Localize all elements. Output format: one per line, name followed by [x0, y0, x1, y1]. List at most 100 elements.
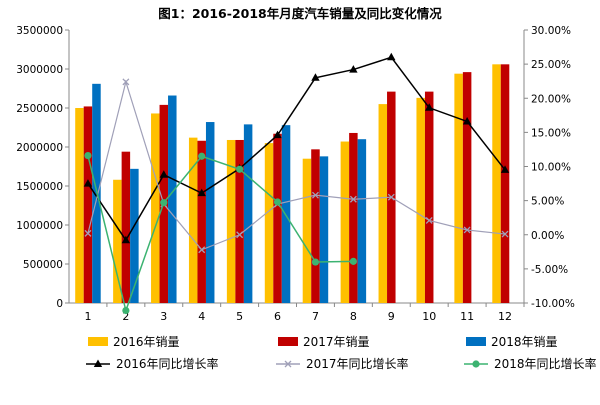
x-tick-label: 11	[460, 310, 474, 323]
line-point-triangle	[121, 235, 131, 244]
x-tick-label: 7	[312, 310, 319, 323]
bar-1-month-4	[188, 137, 198, 303]
bar-2-month-2	[121, 151, 131, 303]
bar-1-month-12	[492, 64, 501, 303]
line-point-triangle	[159, 170, 168, 178]
line-point-circle	[349, 257, 357, 265]
line-point-triangle	[273, 130, 282, 139]
bar-2-month-7	[311, 149, 320, 303]
y-left-tick-label: 500000	[23, 259, 63, 271]
y-left-tick-label: 0	[56, 298, 63, 310]
line-point-x	[349, 195, 357, 203]
line-series-1	[87, 56, 506, 242]
line-point-x	[198, 246, 206, 254]
line-point-triangle	[349, 65, 358, 73]
line-point-circle	[198, 152, 206, 160]
line-point-x	[463, 226, 471, 234]
y-left-tick-label: 1000000	[16, 220, 63, 232]
line-point-circle	[236, 165, 244, 173]
y-left-tick-label: 3500000	[16, 25, 63, 37]
line-point-x	[311, 191, 319, 199]
line-point-triangle	[311, 73, 320, 81]
legend-marker-triangle	[93, 359, 103, 367]
legend-marker-circle	[472, 360, 480, 368]
bar-3-month-2	[130, 168, 139, 303]
y-right-tick-label: 0.00%	[531, 230, 564, 242]
line-point-triangle	[83, 179, 93, 187]
line-point-circle	[160, 199, 168, 207]
bar-1-month-7	[302, 158, 312, 303]
x-tick-label: 12	[498, 310, 512, 323]
line-point-x	[387, 193, 395, 201]
x-tick-label: 3	[160, 310, 167, 323]
bar-1-month-1	[75, 108, 84, 303]
y-right-tick-label: 10.00%	[531, 162, 571, 174]
chart-title: 图1：2016-2018年月度汽车销量及同比变化情况	[158, 6, 442, 21]
bar-2-month-8	[349, 132, 358, 303]
bar-3-month-5	[243, 124, 253, 303]
line-point-triangle	[197, 188, 206, 197]
y-left-tick-label: 1500000	[16, 181, 63, 193]
y-left-tick-label: 3000000	[16, 64, 63, 76]
bar-1-month-5	[226, 139, 236, 303]
x-tick-label: 2	[122, 310, 129, 323]
x-tick-label: 5	[236, 310, 243, 323]
x-tick-label: 9	[388, 310, 395, 323]
bar-2-month-6	[273, 133, 282, 303]
y-right-tick-label: 5.00%	[531, 196, 564, 208]
legend-swatch	[466, 337, 486, 346]
line-series-2	[87, 79, 506, 251]
line-point-triangle	[462, 116, 472, 125]
bar-2-month-10	[424, 91, 434, 304]
line-point-x	[501, 230, 509, 238]
x-tick-label: 10	[422, 310, 436, 323]
bar-3-month-4	[205, 122, 215, 303]
bar-2-month-5	[235, 139, 244, 303]
line-point-x	[236, 231, 244, 239]
bar-2-month-1	[83, 106, 93, 303]
y-right-tick-label: 25.00%	[531, 59, 571, 71]
bar-3-month-8	[357, 139, 367, 303]
bar-3-month-3	[168, 95, 177, 304]
x-tick-label: 8	[350, 310, 357, 323]
bar-1-month-9	[378, 104, 388, 303]
line-point-circle	[273, 198, 282, 206]
bar-1-month-3	[151, 113, 160, 304]
x-tick-label: 4	[198, 310, 205, 323]
y-right-tick-label: 15.00%	[531, 127, 571, 139]
line-point-triangle	[425, 103, 434, 111]
legend-label: 2017年同比增长率	[306, 356, 409, 371]
line-point-triangle	[387, 52, 396, 61]
line-series-3	[87, 155, 354, 314]
y-right-tick-label: -10.00%	[531, 298, 575, 310]
legend-label: 2017年销量	[303, 335, 370, 349]
y-left-tick-label: 2500000	[16, 103, 63, 115]
legend-swatch	[88, 337, 108, 346]
line-point-x	[425, 216, 433, 224]
y-right-tick-label: -5.00%	[531, 264, 568, 276]
bar-3-month-7	[319, 156, 329, 303]
y-right-tick-label: 20.00%	[531, 93, 571, 105]
line-point-circle	[311, 258, 320, 266]
bar-2-month-4	[197, 140, 206, 303]
legend-label: 2018年销量	[491, 335, 558, 349]
bar-1-month-6	[264, 143, 274, 303]
legend-label: 2018年同比增长率	[494, 356, 597, 371]
line-point-circle	[84, 151, 92, 160]
line-point-x	[122, 78, 130, 86]
legend-label: 2016年销量	[113, 335, 180, 349]
bar-1-month-11	[454, 73, 463, 304]
x-tick-label: 6	[274, 310, 281, 323]
line-point-x	[84, 229, 92, 237]
bar-2-month-11	[462, 72, 472, 304]
bar-1-month-2	[113, 179, 122, 303]
bar-1-month-10	[416, 97, 425, 303]
line-point-circle	[122, 306, 130, 315]
line-point-triangle	[500, 165, 510, 173]
y-left-tick-label: 2000000	[16, 142, 63, 154]
bar-2-month-12	[500, 64, 510, 303]
legend-marker-x	[284, 360, 292, 368]
y-right-tick-label: 30.00%	[531, 25, 571, 37]
